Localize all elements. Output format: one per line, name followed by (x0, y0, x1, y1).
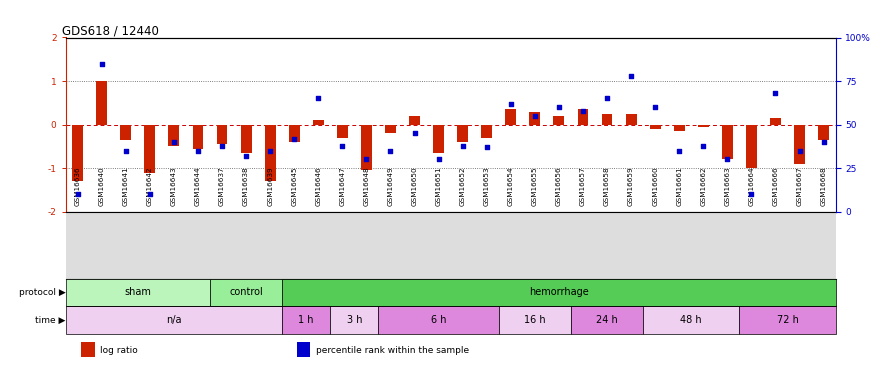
Text: 1 h: 1 h (298, 315, 314, 325)
Text: 24 h: 24 h (596, 315, 618, 325)
Point (119, 148, 133, 154)
Bar (643, 306, 739, 334)
Text: 3 h: 3 h (346, 315, 362, 325)
Point (576, 108, 590, 114)
Bar (265, 124, 276, 181)
Bar (458, 124, 468, 142)
Bar (121, 124, 131, 140)
Point (768, 90, 782, 96)
Bar (73, 124, 83, 181)
Bar (282, 279, 836, 306)
Point (143, 191, 157, 197)
Point (720, 156, 734, 162)
Bar (361, 124, 372, 170)
Bar (506, 110, 516, 125)
Point (600, 96, 614, 102)
Bar (313, 120, 324, 124)
Bar (698, 124, 709, 127)
Text: sham: sham (124, 287, 151, 297)
Point (263, 148, 277, 154)
Bar (433, 124, 444, 153)
Bar (626, 114, 636, 125)
Point (480, 144, 494, 150)
Point (528, 113, 542, 119)
Bar (602, 114, 612, 125)
Bar (66, 279, 210, 306)
Bar (241, 124, 251, 153)
Point (71, 191, 85, 197)
Bar (481, 124, 492, 138)
Point (94, 61, 108, 67)
Bar (81, 342, 94, 357)
Point (552, 104, 566, 110)
Text: control: control (229, 287, 263, 297)
Point (648, 104, 662, 110)
Text: hemorrhage: hemorrhage (529, 287, 589, 297)
Bar (66, 306, 282, 334)
Bar (722, 124, 732, 159)
Bar (379, 306, 499, 334)
Bar (289, 124, 299, 142)
Bar (169, 124, 179, 146)
Bar (794, 124, 805, 164)
Point (696, 142, 710, 148)
Point (239, 153, 253, 159)
Text: 48 h: 48 h (681, 315, 702, 325)
Bar (297, 342, 311, 357)
Point (793, 148, 807, 154)
Point (383, 148, 397, 154)
Point (431, 156, 445, 162)
Text: n/a: n/a (166, 315, 182, 325)
Bar (578, 110, 588, 125)
Point (624, 73, 638, 79)
Bar (192, 124, 203, 148)
Bar (650, 124, 661, 129)
Point (335, 142, 349, 148)
Bar (499, 306, 571, 334)
Bar (739, 306, 836, 334)
Point (312, 96, 326, 102)
Bar (554, 116, 564, 124)
Bar (144, 124, 155, 172)
Point (215, 142, 229, 148)
Text: percentile rank within the sample: percentile rank within the sample (316, 346, 469, 355)
Bar (818, 124, 829, 140)
Point (360, 156, 374, 162)
Text: GDS618 / 12440: GDS618 / 12440 (62, 25, 158, 38)
Bar (410, 116, 420, 124)
Point (745, 191, 759, 197)
Bar (331, 306, 379, 334)
Bar (385, 124, 396, 134)
Bar (217, 124, 228, 144)
Point (504, 101, 518, 107)
Text: protocol ▶: protocol ▶ (19, 288, 66, 297)
Bar (770, 118, 780, 124)
Text: 6 h: 6 h (430, 315, 446, 325)
Text: 72 h: 72 h (777, 315, 799, 325)
Point (816, 139, 830, 145)
Point (287, 136, 301, 142)
Bar (210, 279, 282, 306)
Point (408, 130, 422, 136)
Bar (571, 306, 643, 334)
Bar (529, 112, 540, 125)
Bar (96, 81, 107, 124)
Point (456, 142, 470, 148)
Point (672, 148, 686, 154)
Bar (746, 124, 757, 168)
Point (167, 139, 181, 145)
Text: 16 h: 16 h (524, 315, 546, 325)
Point (191, 148, 205, 154)
Bar (337, 124, 347, 138)
Bar (282, 306, 331, 334)
Text: log ratio: log ratio (101, 346, 138, 355)
Bar (674, 124, 684, 131)
Text: time ▶: time ▶ (35, 316, 66, 325)
